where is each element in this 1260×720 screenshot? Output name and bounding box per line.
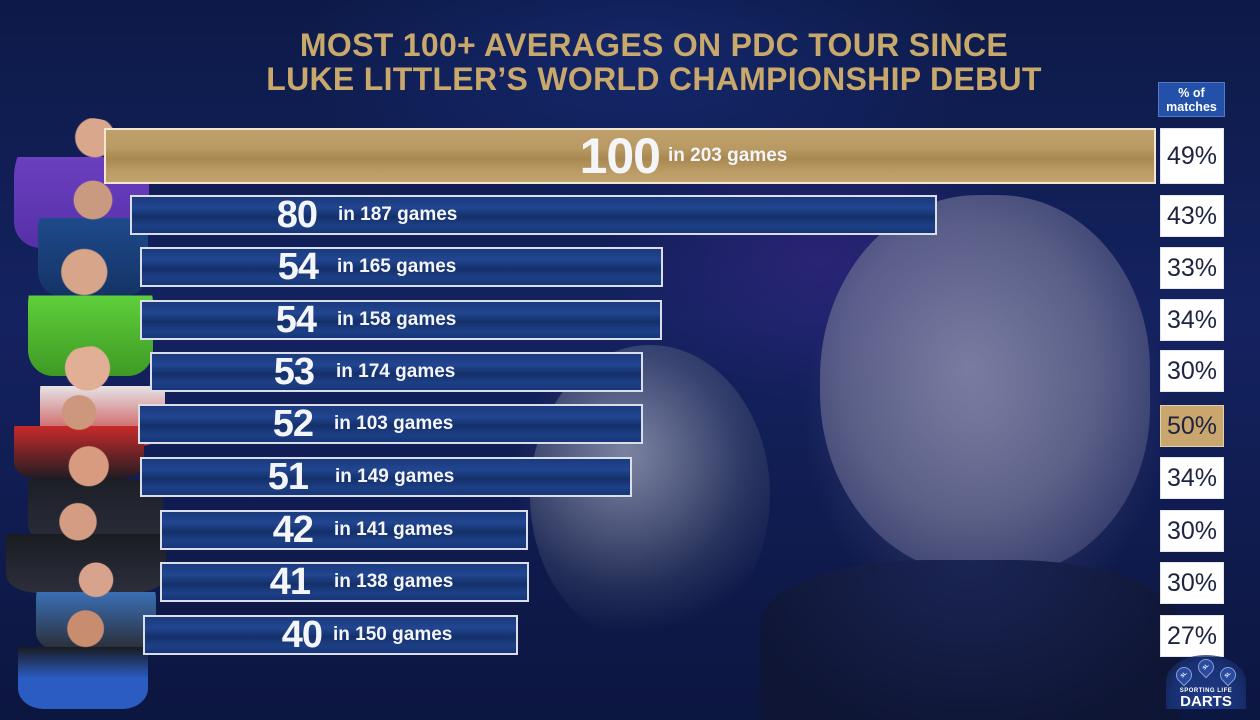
pct-box-row-5: 30%: [1160, 350, 1224, 392]
pct-box-row-9: 30%: [1160, 562, 1224, 604]
dart-flight-icon: SL: [1172, 663, 1196, 687]
pct-box-row-3: 33%: [1160, 247, 1224, 289]
bar-games: in 158 games: [337, 309, 457, 330]
bar-games: in 187 games: [338, 204, 458, 225]
bar-row-6: 52 in 103 games: [138, 402, 643, 445]
pct-box-row-7: 34%: [1160, 457, 1224, 499]
logo-title: DARTS: [1180, 693, 1232, 710]
luke-littler-photo: [820, 195, 1150, 575]
bar-games: in 174 games: [336, 361, 456, 382]
chart-title: MOST 100+ AVERAGES ON PDC TOUR SINCE LUK…: [200, 28, 1108, 96]
bar-row-10: 40 in 150 games: [143, 613, 518, 656]
bar-count: 52: [272, 402, 314, 445]
bar-row-1: 100 in 203 games: [104, 128, 1156, 184]
bar-count: 54: [275, 298, 317, 341]
title-line-1: MOST 100+ AVERAGES ON PDC TOUR SINCE: [299, 27, 1009, 63]
bar-count: 100: [579, 128, 661, 184]
pct-header-line-2: matches: [1166, 99, 1217, 114]
pct-box-row-10: 27%: [1160, 615, 1224, 657]
bar-count: 41: [269, 560, 311, 603]
pct-header-line-1: % of: [1178, 85, 1205, 100]
bar-count: 40: [281, 613, 323, 656]
bar-games: in 165 games: [337, 256, 457, 277]
pct-box-row-4: 34%: [1160, 299, 1224, 341]
pct-box-row-6: 50%: [1160, 405, 1224, 447]
bar-games: in 141 games: [334, 519, 454, 540]
sporting-life-darts-logo: SL SL SL SPORTING LIFE DARTS: [1166, 655, 1246, 709]
bar-count: 54: [277, 245, 319, 288]
bar-count: 51: [267, 455, 309, 498]
bar-row-9: 41 in 138 games: [160, 560, 529, 603]
bar-count: 42: [272, 508, 314, 551]
bar-row-7: 51 in 149 games: [140, 455, 632, 498]
bar-games: in 138 games: [334, 571, 454, 592]
bar-row-8: 42 in 141 games: [160, 508, 528, 551]
bar-row-5: 53 in 174 games: [150, 350, 643, 393]
player-shirt: [760, 560, 1180, 720]
bar-count: 80: [276, 193, 318, 236]
bar-row-2: 80 in 187 games: [130, 193, 937, 236]
pct-box-row-1: 49%: [1160, 128, 1224, 184]
pct-box-row-8: 30%: [1160, 510, 1224, 552]
player-photo-stack: [0, 118, 170, 709]
logo-subtitle: SPORTING LIFE: [1179, 688, 1233, 694]
player-photo-9: [18, 606, 148, 709]
bar-games: in 103 games: [334, 413, 454, 434]
dart-flight-icon: SL: [1216, 663, 1240, 687]
pct-box-row-2: 43%: [1160, 195, 1224, 237]
bar-row-3: 54 in 165 games: [140, 245, 663, 288]
bar-count: 53: [273, 350, 315, 393]
bar-games: in 150 games: [333, 624, 453, 645]
pct-of-matches-header: % of matches: [1158, 82, 1225, 117]
bar-games: in 203 games: [668, 145, 788, 166]
bar-games: in 149 games: [335, 466, 455, 487]
title-line-2: LUKE LITTLER’S WORLD CHAMPIONSHIP DEBUT: [266, 61, 1042, 97]
dart-flight-icon: SL: [1194, 655, 1218, 679]
bar-row-4: 54 in 158 games: [140, 298, 662, 341]
